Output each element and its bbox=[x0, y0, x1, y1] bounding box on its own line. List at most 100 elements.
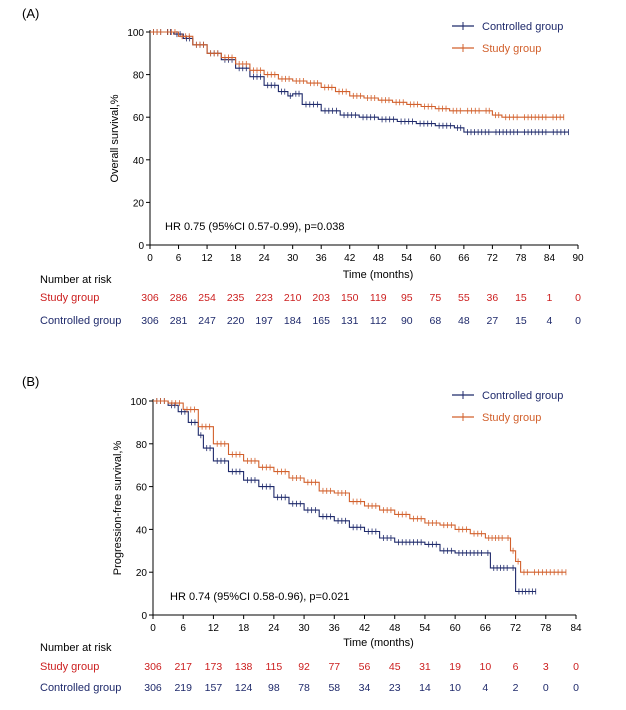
risk-value: 10 bbox=[480, 661, 492, 673]
x-tick-label: 42 bbox=[344, 253, 356, 264]
x-tick-label: 6 bbox=[180, 623, 186, 634]
y-tick-label: 100 bbox=[130, 397, 147, 408]
y-tick-label: 40 bbox=[136, 525, 148, 536]
risk-value: 157 bbox=[205, 682, 223, 694]
risk-value: 184 bbox=[284, 315, 302, 327]
risk-value: 0 bbox=[573, 682, 579, 694]
x-tick-label: 60 bbox=[450, 623, 462, 634]
y-tick-label: 100 bbox=[127, 28, 144, 39]
risk-value: 219 bbox=[174, 682, 192, 694]
x-tick-label: 0 bbox=[147, 253, 153, 264]
risk-value: 138 bbox=[235, 661, 253, 673]
y-tick-label: 40 bbox=[133, 156, 145, 167]
risk-value: 281 bbox=[170, 315, 188, 327]
risk-value: 15 bbox=[515, 292, 527, 304]
risk-value: 306 bbox=[144, 682, 162, 694]
series-line-controlled bbox=[153, 400, 536, 593]
x-tick-label: 90 bbox=[572, 253, 584, 264]
risk-value: 286 bbox=[170, 292, 188, 304]
legend-label: Controlled group bbox=[482, 21, 563, 33]
x-tick-label: 18 bbox=[238, 623, 250, 634]
y-tick-label: 60 bbox=[133, 113, 145, 124]
risk-value: 0 bbox=[543, 682, 549, 694]
risk-value: 68 bbox=[429, 315, 441, 327]
hr-annotation: HR 0.75 (95%CI 0.57-0.99), p=0.038 bbox=[165, 221, 344, 233]
y-tick-label: 0 bbox=[138, 241, 144, 252]
risk-value: 220 bbox=[227, 315, 245, 327]
legend-label: Study group bbox=[482, 43, 541, 55]
y-tick-label: 80 bbox=[136, 440, 148, 451]
risk-value: 254 bbox=[198, 292, 216, 304]
risk-value: 31 bbox=[419, 661, 431, 673]
x-axis-title: Time (months) bbox=[343, 637, 414, 649]
risk-value: 55 bbox=[458, 292, 470, 304]
risk-value: 112 bbox=[370, 315, 387, 327]
hr-annotation: HR 0.74 (95%CI 0.58-0.96), p=0.021 bbox=[170, 591, 349, 603]
risk-value: 0 bbox=[573, 661, 579, 673]
x-tick-label: 18 bbox=[230, 253, 242, 264]
risk-value: 306 bbox=[144, 661, 162, 673]
risk-value: 45 bbox=[389, 661, 401, 673]
legend-label: Study group bbox=[482, 412, 541, 424]
x-axis-title: Time (months) bbox=[343, 269, 414, 281]
risk-value: 58 bbox=[328, 682, 340, 694]
risk-value: 6 bbox=[513, 661, 519, 673]
risk-value: 19 bbox=[449, 661, 461, 673]
risk-value: 90 bbox=[401, 315, 413, 327]
x-tick-label: 6 bbox=[176, 253, 182, 264]
x-tick-label: 60 bbox=[430, 253, 442, 264]
risk-value: 15 bbox=[515, 315, 527, 327]
risk-value: 203 bbox=[312, 292, 330, 304]
risk-value: 165 bbox=[312, 315, 330, 327]
risk-value: 92 bbox=[298, 661, 310, 673]
x-tick-label: 0 bbox=[150, 623, 156, 634]
risk-value: 4 bbox=[482, 682, 488, 694]
risk-table-title: Number at risk bbox=[40, 274, 112, 286]
y-axis-title: Overall survival,% bbox=[109, 94, 121, 182]
y-axis-title: Progression-free survival,% bbox=[112, 441, 124, 576]
risk-value: 124 bbox=[235, 682, 253, 694]
panel-label: (A) bbox=[22, 6, 39, 21]
x-tick-label: 30 bbox=[299, 623, 311, 634]
risk-value: 173 bbox=[205, 661, 223, 673]
x-tick-label: 30 bbox=[287, 253, 299, 264]
risk-value: 115 bbox=[265, 661, 282, 673]
risk-value: 78 bbox=[298, 682, 310, 694]
risk-value: 131 bbox=[341, 315, 359, 327]
risk-value: 77 bbox=[328, 661, 340, 673]
risk-row-label: Study group bbox=[40, 292, 99, 304]
x-tick-label: 42 bbox=[359, 623, 371, 634]
series-line-study bbox=[150, 31, 564, 118]
x-tick-label: 66 bbox=[480, 623, 492, 634]
x-tick-label: 78 bbox=[540, 623, 552, 634]
risk-value: 36 bbox=[487, 292, 499, 304]
x-tick-label: 24 bbox=[259, 253, 271, 264]
risk-value: 210 bbox=[284, 292, 302, 304]
x-tick-label: 78 bbox=[515, 253, 527, 264]
x-tick-label: 72 bbox=[487, 253, 499, 264]
risk-table-title: Number at risk bbox=[40, 642, 112, 654]
y-tick-label: 0 bbox=[141, 611, 147, 622]
legend-label: Controlled group bbox=[482, 390, 563, 402]
x-tick-label: 36 bbox=[316, 253, 328, 264]
x-tick-label: 72 bbox=[510, 623, 522, 634]
risk-value: 10 bbox=[449, 682, 461, 694]
risk-value: 14 bbox=[419, 682, 431, 694]
risk-value: 247 bbox=[198, 315, 216, 327]
x-tick-label: 36 bbox=[329, 623, 341, 634]
risk-value: 306 bbox=[141, 315, 159, 327]
risk-value: 75 bbox=[429, 292, 441, 304]
y-tick-label: 20 bbox=[133, 198, 145, 209]
x-tick-label: 12 bbox=[208, 623, 220, 634]
x-tick-label: 84 bbox=[544, 253, 556, 264]
risk-value: 197 bbox=[255, 315, 273, 327]
x-tick-label: 48 bbox=[373, 253, 385, 264]
panel-label: (B) bbox=[22, 374, 39, 389]
y-tick-label: 20 bbox=[136, 568, 148, 579]
risk-value: 235 bbox=[227, 292, 245, 304]
y-tick-label: 80 bbox=[133, 71, 145, 82]
risk-value: 306 bbox=[141, 292, 159, 304]
risk-value: 34 bbox=[359, 682, 371, 694]
x-tick-label: 84 bbox=[570, 623, 582, 634]
